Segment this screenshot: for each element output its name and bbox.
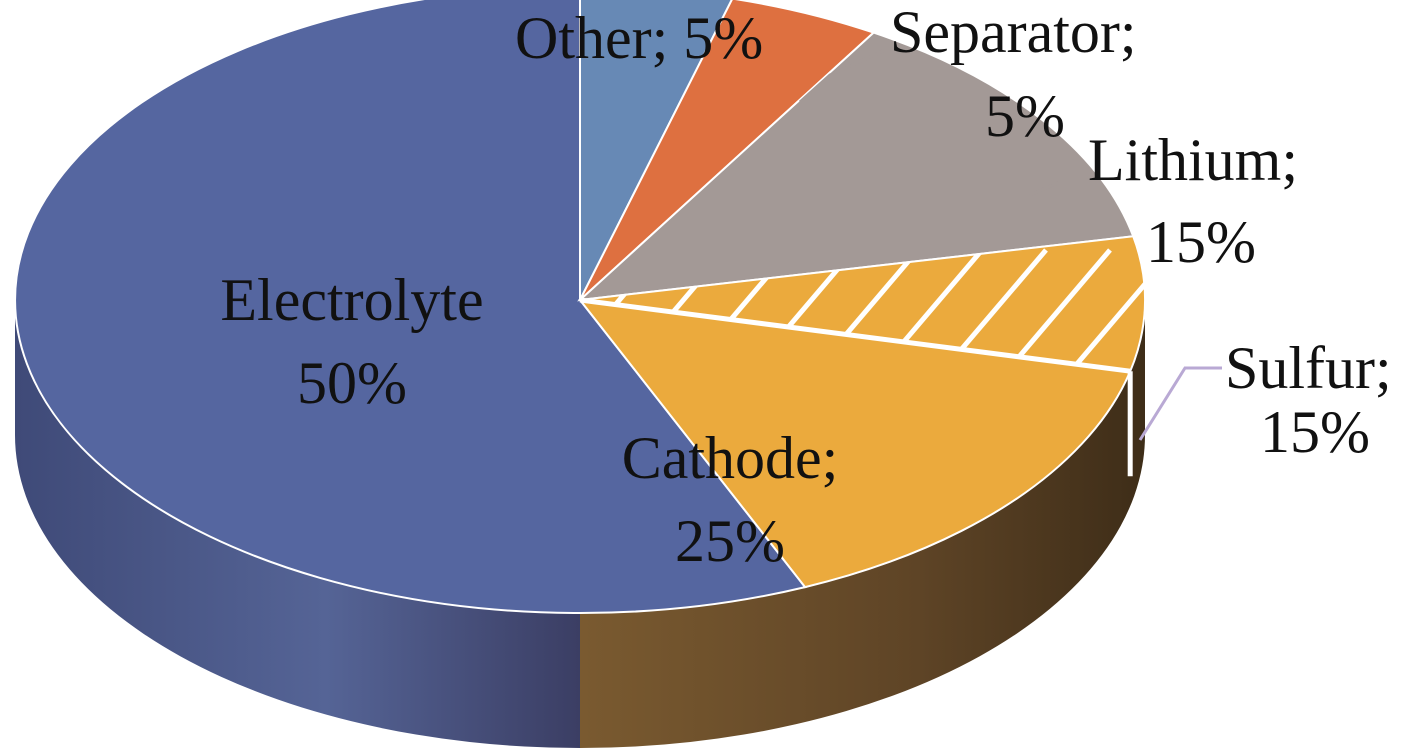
slice-electrolyte	[14, 0, 807, 614]
label-sulfur-value: 15%	[1260, 399, 1370, 465]
slice-cathode	[578, 235, 1147, 589]
label-electrolyte-value: 50%	[297, 350, 407, 416]
label-electrolyte: Electrolyte	[220, 267, 483, 333]
label-cathode-value: 25%	[675, 508, 785, 574]
label-other: Other; 5%	[515, 5, 763, 71]
pie-top-layer	[14, 0, 1147, 614]
slice-lithium	[577, 31, 1135, 302]
leader-lines	[798, 48, 1222, 441]
pie-side-layer	[15, 300, 1145, 748]
sulfur-hatch	[580, 248, 1146, 372]
label-separator-value: 5%	[985, 83, 1065, 149]
label-lithium-value: 15%	[1146, 209, 1256, 275]
leader-sulfur	[1138, 366, 1222, 441]
leader-separator	[798, 48, 886, 104]
slice-labels: Electrolyte 50% Other; 5% Separator; 5% Lithi…	[220, 0, 1391, 574]
sulfur-divider	[579, 297, 1131, 374]
label-sulfur: Sulfur;	[1225, 335, 1392, 401]
electrolyte-side-wall	[15, 300, 580, 748]
cathode-side-wall	[580, 300, 1145, 748]
label-cathode: Cathode;	[622, 425, 839, 491]
label-lithium: Lithium;	[1088, 127, 1298, 193]
label-separator: Separator;	[890, 0, 1137, 65]
leader-lithium	[1029, 180, 1085, 197]
